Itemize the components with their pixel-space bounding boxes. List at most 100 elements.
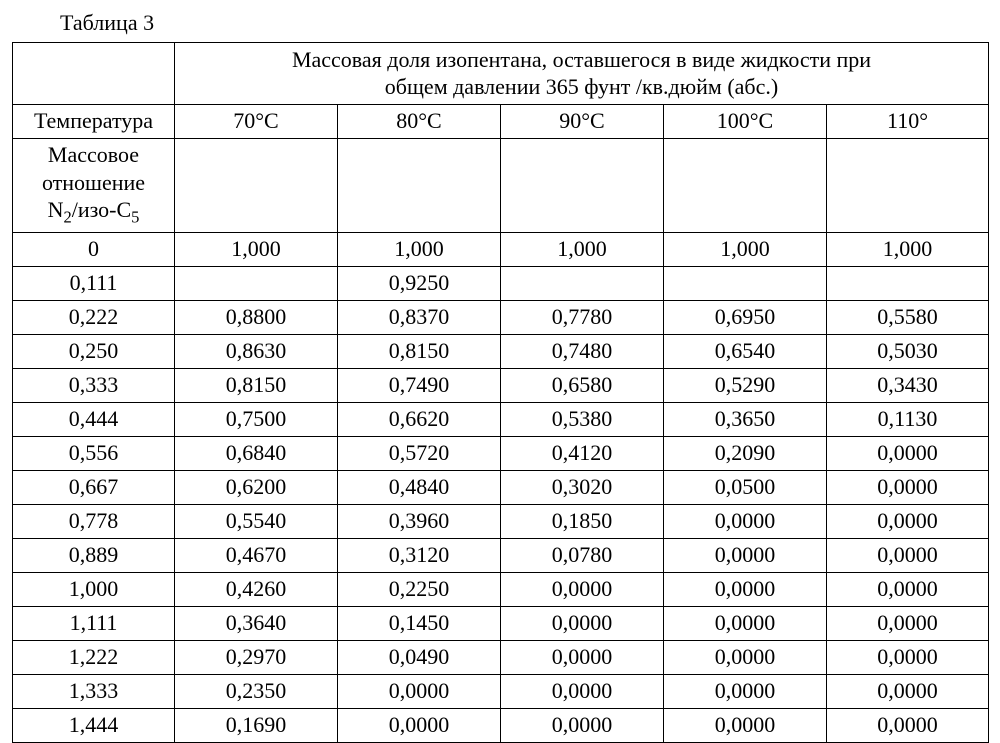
table-row: Температура 70°C 80°C 90°C 100°C 110°	[13, 105, 989, 139]
table-cell: 0,8370	[338, 301, 501, 335]
row-header-temperature: Температура	[13, 105, 175, 139]
row-header-ratio: Массовое отношение N2/изо-C5	[13, 139, 175, 233]
table-cell: 0,1130	[827, 403, 989, 437]
row-label: 0,667	[13, 471, 175, 505]
table-cell: 0,0000	[664, 675, 827, 709]
table-cell: 0,5580	[827, 301, 989, 335]
table-cell: 0,0000	[664, 505, 827, 539]
table-cell: 0,0000	[664, 539, 827, 573]
table-cell: 0,6540	[664, 335, 827, 369]
table-cell: 0,0000	[827, 505, 989, 539]
table-span-header: Массовая доля изопентана, оставшегося в …	[175, 43, 989, 105]
table-cell: 0,0000	[827, 607, 989, 641]
table-cell: 0,3650	[664, 403, 827, 437]
ratio-mid: /изо-C	[72, 197, 131, 222]
table-cell: 0,9250	[338, 267, 501, 301]
table-cell: 0,0000	[664, 573, 827, 607]
table-cell: 0,6840	[175, 437, 338, 471]
table-cell	[175, 267, 338, 301]
table-cell: 0,0000	[501, 675, 664, 709]
span-header-line2: общем давлении 365 фунт /кв.дюйм (абс.)	[385, 74, 778, 99]
table-row: 0,2500,86300,81500,74800,65400,5030	[13, 335, 989, 369]
table-row: 1,1110,36400,14500,00000,00000,0000	[13, 607, 989, 641]
ratio-sub1: 2	[63, 208, 71, 227]
table-row: 1,4440,16900,00000,00000,00000,0000	[13, 709, 989, 743]
table-cell: 0,3640	[175, 607, 338, 641]
row-label: 0,556	[13, 437, 175, 471]
table-cell: 0,0000	[827, 437, 989, 471]
table-cell: 0,5290	[664, 369, 827, 403]
table-cell: 0,4120	[501, 437, 664, 471]
table-cell: 0,2350	[175, 675, 338, 709]
table-row: 01,0001,0001,0001,0001,000	[13, 233, 989, 267]
row-label: 1,333	[13, 675, 175, 709]
table-cell: 0,3120	[338, 539, 501, 573]
table-cell: 1,000	[827, 233, 989, 267]
table-cell: 0,3020	[501, 471, 664, 505]
table-cell: 0,3430	[827, 369, 989, 403]
table-row: 0,5560,68400,57200,41200,20900,0000	[13, 437, 989, 471]
table-cell: 0,6620	[338, 403, 501, 437]
table-cell: 0,1850	[501, 505, 664, 539]
table-cell-empty	[175, 139, 338, 233]
table-cell: 0,0000	[827, 675, 989, 709]
span-header-line1: Массовая доля изопентана, оставшегося в …	[292, 47, 871, 72]
table-cell: 0,0000	[501, 709, 664, 743]
table-cell: 0,8630	[175, 335, 338, 369]
table-cell: 0,0000	[501, 607, 664, 641]
table-cell: 0,0000	[338, 675, 501, 709]
table-cell: 0,0000	[664, 641, 827, 675]
row-label: 0	[13, 233, 175, 267]
table-cell: 0,0000	[338, 709, 501, 743]
table-cell: 0,1450	[338, 607, 501, 641]
table-cell: 0,0000	[664, 607, 827, 641]
table-row: 0,6670,62000,48400,30200,05000,0000	[13, 471, 989, 505]
table-row: 1,0000,42600,22500,00000,00000,0000	[13, 573, 989, 607]
row-label: 0,444	[13, 403, 175, 437]
col-header: 80°C	[338, 105, 501, 139]
row-label: 0,111	[13, 267, 175, 301]
table-caption: Таблица 3	[60, 10, 988, 36]
table-cell: 1,000	[501, 233, 664, 267]
table-cell: 1,000	[664, 233, 827, 267]
table-cell: 0,0000	[501, 641, 664, 675]
col-header: 70°C	[175, 105, 338, 139]
table-row: 0,8890,46700,31200,07800,00000,0000	[13, 539, 989, 573]
table-cell-empty	[827, 139, 989, 233]
table-cell: 0,8800	[175, 301, 338, 335]
table-cell: 0,0490	[338, 641, 501, 675]
table-cell: 0,5720	[338, 437, 501, 471]
table-cell: 0,7780	[501, 301, 664, 335]
row-header-ratio-l3: N2/изо-C5	[48, 197, 140, 222]
table-body: 01,0001,0001,0001,0001,0000,1110,92500,2…	[13, 233, 989, 743]
table-cell: 0,0000	[827, 471, 989, 505]
table-cell-empty	[338, 139, 501, 233]
table-row: 0,7780,55400,39600,18500,00000,0000	[13, 505, 989, 539]
table-cell: 1,000	[338, 233, 501, 267]
table-cell: 0,8150	[175, 369, 338, 403]
table-row: 0,4440,75000,66200,53800,36500,1130	[13, 403, 989, 437]
row-label: 0,250	[13, 335, 175, 369]
table-row: 1,3330,23500,00000,00000,00000,0000	[13, 675, 989, 709]
table-cell: 0,7500	[175, 403, 338, 437]
row-label: 0,778	[13, 505, 175, 539]
table-row: 0,2220,88000,83700,77800,69500,5580	[13, 301, 989, 335]
table-cell: 0,7490	[338, 369, 501, 403]
table-cell: 0,5540	[175, 505, 338, 539]
table-cell: 0,0000	[827, 641, 989, 675]
table-row: 0,3330,81500,74900,65800,52900,3430	[13, 369, 989, 403]
table-cell: 0,1690	[175, 709, 338, 743]
table-row: Массовое отношение N2/изо-C5	[13, 139, 989, 233]
table-cell: 0,3960	[338, 505, 501, 539]
data-table: Массовая доля изопентана, оставшегося в …	[12, 42, 989, 743]
table-cell: 0,0000	[827, 709, 989, 743]
table-cell: 0,6950	[664, 301, 827, 335]
table-cell: 0,6580	[501, 369, 664, 403]
row-label: 0,222	[13, 301, 175, 335]
col-header: 110°	[827, 105, 989, 139]
table-cell	[501, 267, 664, 301]
row-label: 1,111	[13, 607, 175, 641]
table-row: 1,2220,29700,04900,00000,00000,0000	[13, 641, 989, 675]
ratio-sub2: 5	[131, 208, 139, 227]
table-cell: 0,4260	[175, 573, 338, 607]
